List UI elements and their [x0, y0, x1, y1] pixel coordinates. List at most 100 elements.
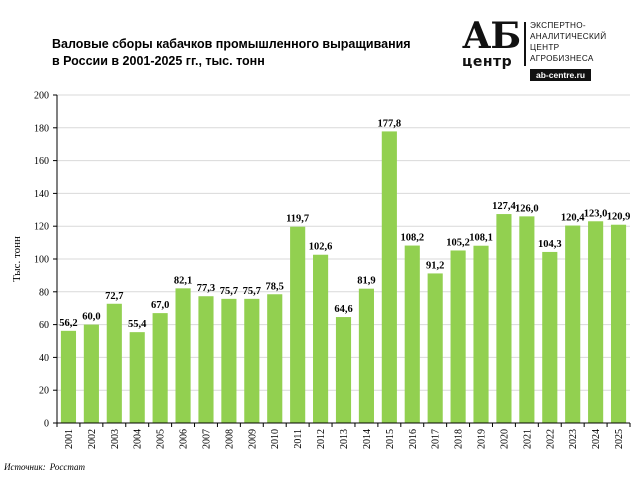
chart-title-line-2: в России в 2001-2025 гг., тыс. тонн [52, 54, 265, 68]
x-tick-label-2009: 2009 [247, 429, 258, 449]
x-tick-label-2002: 2002 [87, 429, 98, 449]
y-tick-label: 0 [44, 419, 49, 430]
logo-tagline-line-3: ЦЕНТР [530, 43, 560, 52]
y-tick-label: 200 [34, 91, 49, 102]
chart-title: Валовые сборы кабачков промышленного выр… [52, 36, 432, 70]
logo-tagline: ЭКСПЕРТНО- АНАЛИТИЧЕСКИЙ ЦЕНТР АГРОБИЗНЕ… [530, 20, 634, 64]
bar-2004 [129, 332, 145, 423]
data-label-2006: 82,1 [174, 275, 192, 286]
bar-2009 [244, 298, 260, 423]
data-label-2024: 123,0 [584, 208, 608, 219]
bar-2017 [427, 273, 443, 423]
data-label-2017: 91,2 [426, 260, 444, 271]
x-tick-labels: 2001 2002 2003 2004 2005 2006 2007 2008 2009 2010… [64, 429, 625, 449]
data-label-2015: 177,8 [378, 118, 402, 129]
x-tick-label-2006: 2006 [179, 429, 190, 449]
x-tick-label-2005: 2005 [156, 429, 167, 449]
x-tick-label-2008: 2008 [224, 429, 235, 449]
y-tick-label: 60 [39, 320, 49, 331]
x-tick-label-2019: 2019 [477, 429, 488, 449]
bar-2013 [335, 317, 352, 423]
logo-tagline-line-4: АГРОБИЗНЕСА [530, 54, 594, 63]
y-tick-labels: 0 20 40 60 80 100 120 140 160 180 200 [34, 91, 49, 430]
bar-2021 [519, 216, 535, 423]
x-tick-label-2018: 2018 [454, 429, 465, 449]
x-tick-label-2010: 2010 [270, 429, 281, 449]
bar-2019 [473, 245, 489, 423]
bar-2024 [588, 221, 604, 423]
x-tick-label-2001: 2001 [64, 429, 75, 449]
data-label-2023: 120,4 [561, 213, 585, 224]
bar-2008 [221, 298, 237, 423]
bar-2025 [610, 224, 627, 423]
y-axis-label: Тыс. тонн [11, 236, 23, 282]
data-label-2009: 75,7 [243, 286, 261, 297]
bar-2001 [60, 330, 77, 423]
x-tick-label-2004: 2004 [133, 429, 144, 449]
data-label-2021: 126,0 [515, 203, 539, 214]
data-label-2002: 60,0 [82, 312, 100, 323]
data-label-2005: 67,0 [151, 300, 169, 311]
bar-2003 [106, 303, 122, 423]
axes [53, 94, 631, 427]
logo-brand: АБ [462, 15, 521, 57]
x-tick-label-2023: 2023 [568, 429, 579, 449]
bar-2011 [290, 226, 306, 423]
bar-2012 [313, 254, 329, 423]
y-tick-label: 100 [34, 255, 49, 266]
data-label-2020: 127,4 [492, 201, 516, 212]
bar-2018 [450, 250, 466, 423]
bars [60, 131, 627, 423]
x-tick-label-2025: 2025 [614, 429, 625, 449]
data-label-2010: 78,5 [266, 281, 284, 292]
logo-divider [524, 22, 526, 66]
x-tick-label-2016: 2016 [408, 429, 419, 449]
data-label-2013: 64,6 [334, 304, 352, 315]
y-tick-label: 180 [34, 123, 49, 134]
bar-2022 [542, 251, 558, 423]
source-label: Источник: [4, 462, 46, 472]
bar-2020 [496, 214, 512, 423]
ab-centre-logo: АБ центр ЭКСПЕРТНО- АНАЛИТИЧЕСКИЙ ЦЕНТР … [462, 16, 634, 86]
x-tick-label-2012: 2012 [316, 429, 327, 449]
x-tick-label-2007: 2007 [201, 429, 212, 449]
x-tick-label-2013: 2013 [339, 429, 350, 449]
logo-brand-sub: центр [462, 54, 513, 70]
x-tick-label-2003: 2003 [110, 429, 121, 449]
data-label-2011: 119,7 [286, 214, 309, 225]
data-label-2007: 77,3 [197, 283, 215, 294]
data-label-2022: 104,3 [538, 239, 562, 250]
y-tick-label: 160 [34, 156, 49, 167]
bar-2010 [267, 294, 283, 423]
x-tick-label-2011: 2011 [293, 429, 304, 449]
bar-2005 [152, 313, 168, 423]
y-tick-label: 40 [39, 353, 49, 364]
logo-tagline-line-1: ЭКСПЕРТНО- [530, 21, 586, 30]
x-tick-label-2020: 2020 [499, 429, 510, 449]
data-label-2008: 75,7 [220, 286, 238, 297]
bar-2006 [175, 288, 191, 423]
bar-2016 [404, 245, 420, 423]
data-label-2001: 56,2 [59, 318, 77, 329]
source-note: Источник: Росстат [4, 462, 89, 472]
data-label-2012: 102,6 [309, 242, 333, 253]
data-label-2018: 105,2 [446, 237, 470, 248]
chart-title-line-1: Валовые сборы кабачков промышленного выр… [52, 37, 411, 51]
x-tick-label-2022: 2022 [545, 429, 556, 449]
data-label-2019: 108,1 [469, 233, 493, 244]
data-label-2025: 120,9 [607, 212, 631, 223]
x-tick-label-2024: 2024 [591, 429, 602, 449]
bar-2007 [198, 296, 214, 423]
data-label-2014: 81,9 [357, 276, 375, 287]
logo-url: ab-centre.ru [530, 69, 592, 81]
y-tick-label: 140 [34, 189, 49, 200]
bar-2002 [83, 324, 99, 423]
data-label-2004: 55,4 [128, 319, 147, 330]
x-tick-label-2017: 2017 [431, 429, 442, 449]
data-label-2016: 108,2 [400, 233, 424, 244]
logo-tagline-line-2: АНАЛИТИЧЕСКИЙ [530, 32, 607, 41]
y-tick-label: 20 [39, 386, 49, 397]
y-tick-label: 80 [39, 287, 49, 298]
y-tick-label: 120 [34, 222, 49, 233]
bar-2015 [381, 131, 397, 423]
